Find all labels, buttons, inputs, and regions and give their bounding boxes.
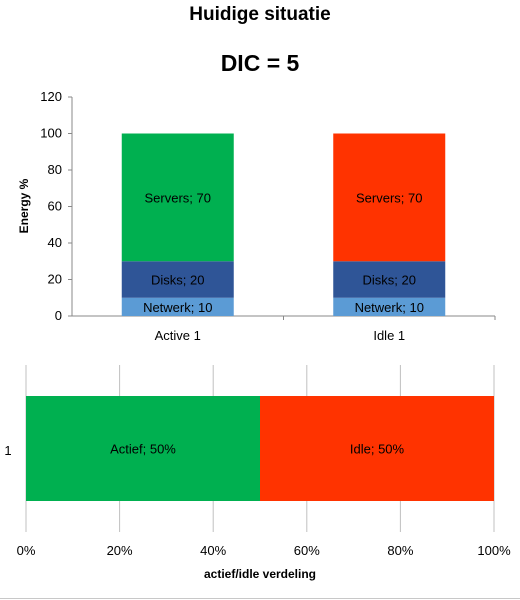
- x-tick-label: 80%: [387, 543, 413, 558]
- y-tick-label: 80: [48, 162, 62, 177]
- bar-segment-idle: [260, 396, 494, 501]
- data-label-servers: Servers; 70: [145, 190, 211, 205]
- bar-segment-disks: [333, 261, 446, 298]
- x-tick-label: 40%: [200, 543, 226, 558]
- y-tick-label: 120: [40, 89, 62, 104]
- x-axis-title: actief/idle verdeling: [204, 567, 316, 581]
- bottom-divider: [0, 598, 520, 599]
- x-tick-label: 100%: [477, 543, 511, 558]
- data-label-idle: Idle; 50%: [350, 442, 405, 457]
- data-label-disks: Disks; 20: [151, 273, 204, 288]
- y-tick-label: 40: [48, 235, 62, 250]
- actief-idle-distribution-chart: 0% 20% 40% 60% 80% 100%1 Actief; 50% Idle; 50% …: [4, 365, 511, 581]
- bar-segment-netwerk: [121, 297, 234, 316]
- x-tick-label: 60%: [294, 543, 320, 558]
- y-tick-label: 100: [40, 126, 62, 141]
- data-label-netwerk: Netwerk; 10: [143, 300, 212, 315]
- x-tick-label: 0%: [17, 543, 36, 558]
- bar-segment-actief: [26, 396, 260, 501]
- y-tick-label: 0: [55, 308, 62, 323]
- data-label-servers: Servers; 70: [356, 190, 422, 205]
- data-label-disks: Disks; 20: [363, 273, 416, 288]
- bar-segment-netwerk: [333, 297, 446, 316]
- bar-segment-servers: [333, 133, 446, 262]
- y-tick-label: 60: [48, 199, 62, 214]
- x-tick-label: 20%: [107, 543, 133, 558]
- y-category-label: 1: [4, 443, 11, 458]
- page-title: Huidige situatie: [189, 4, 331, 25]
- energy-stacked-bar-chart: 0 20 40 60 80 100 120 Netwerk; 10 Disks; 20 Serv…: [17, 89, 496, 343]
- data-label-netwerk: Netwerk; 10: [355, 300, 424, 315]
- data-label-actief: Actief; 50%: [110, 442, 176, 457]
- x-category-label: Active 1: [155, 328, 201, 343]
- bar-segment-servers: [121, 133, 234, 262]
- y-tick-label: 20: [48, 272, 62, 287]
- x-category-label: Idle 1: [373, 328, 405, 343]
- y-axis-title: Energy %: [17, 178, 31, 233]
- dic-title: DIC = 5: [220, 50, 300, 76]
- bar-segment-disks: [121, 261, 234, 298]
